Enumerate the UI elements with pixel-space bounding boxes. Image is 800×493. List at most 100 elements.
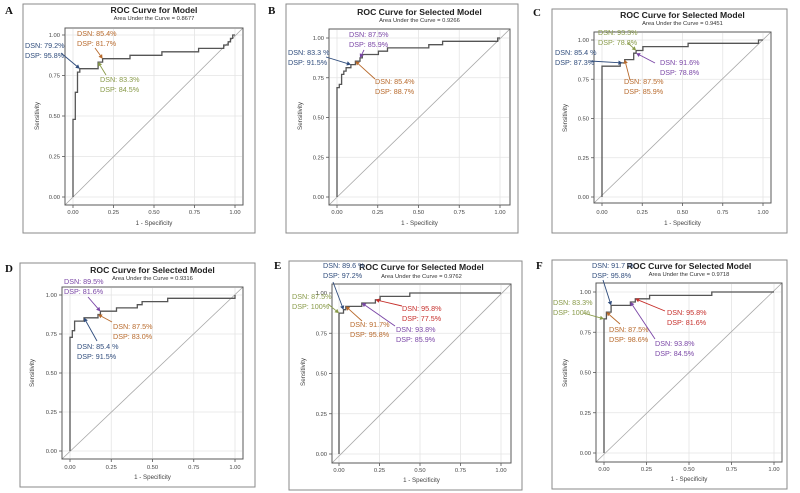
x-tick-label: 0.25 xyxy=(641,467,652,473)
cutpoint-annotation: DSN: 83.3%DSP: 100% xyxy=(553,298,604,320)
cutpoint-annotation: DSN: 91.7%DSP: 95.8% xyxy=(345,306,390,339)
cutpoint-arrowhead-icon xyxy=(375,298,380,303)
cutpoint-dsp-label: DSP: 87.3% xyxy=(555,58,595,67)
y-tick-label: 0.75 xyxy=(46,332,57,338)
cutpoint-dsn-label: DSN: 91.7% xyxy=(350,320,390,329)
cutpoint-annotation: DSN: 83.3 %DSP: 91.5% xyxy=(288,48,351,67)
y-tick-label: 0.25 xyxy=(316,412,327,418)
diagonal-reference-line xyxy=(331,283,512,464)
cutpoint-annotation: DSN: 95.8%DSP: 77.5% xyxy=(375,298,442,323)
cutpoint-dsp-label: DSP: 85.9% xyxy=(349,40,389,49)
cutpoint-annotation: DSN: 83.3%DSP: 84.5% xyxy=(98,62,140,94)
cutpoint-arrowhead-icon xyxy=(606,312,611,317)
chart-title: ROC Curve for Selected Model xyxy=(359,262,484,272)
y-tick-label: 1.00 xyxy=(313,36,324,42)
x-tick-label: 0.00 xyxy=(64,465,75,471)
x-axis-label: 1 - Specificity xyxy=(664,220,702,227)
x-axis-label: 1 - Specificity xyxy=(401,220,439,227)
cutpoint-dsn-label: DSN: 83.3 % xyxy=(288,48,330,57)
cutpoint-annotation: DSN: 93.8%DSP: 85.9% xyxy=(361,303,436,344)
cutpoint-dsn-label: DSN: 87.5% xyxy=(609,325,649,334)
cutpoint-dsn-label: DSN: 83.3% xyxy=(553,298,593,307)
diagonal-reference-line xyxy=(328,28,511,206)
y-axis-label: Sensitivity xyxy=(34,101,41,130)
cutpoint-arrowhead-icon xyxy=(635,298,640,303)
x-tick-label: 0.75 xyxy=(189,210,200,216)
y-tick-label: 1.00 xyxy=(46,293,57,299)
cutpoint-arrowhead-icon xyxy=(98,62,103,67)
cutpoint-arrow-shaft xyxy=(101,315,113,323)
x-axis-label: 1 - Specificity xyxy=(671,476,709,483)
cutpoint-dsp-label: DSP: 77.5% xyxy=(402,314,442,323)
plot-border xyxy=(328,28,511,206)
cutpoint-annotation: DSN: 93.8%DSP: 84.5% xyxy=(630,302,695,358)
y-tick-label: 0.25 xyxy=(46,410,57,416)
y-tick-label: 0.75 xyxy=(580,330,591,336)
y-tick-label: 0.00 xyxy=(46,449,57,455)
x-tick-label: 0.00 xyxy=(596,210,607,216)
y-axis-label: Sensitivity xyxy=(297,101,304,130)
cutpoint-dsn-label: DSN: 95.8% xyxy=(667,308,707,317)
cutpoint-dsp-label: DSP: 95.8% xyxy=(592,271,632,280)
cutpoint-annotation: DSN: 91.6%DSP: 78.8% xyxy=(636,53,700,77)
cutpoint-arrowhead-icon xyxy=(98,314,103,319)
y-tick-label: 0.75 xyxy=(316,331,327,337)
x-tick-label: 0.25 xyxy=(372,210,383,216)
y-tick-label: 0.50 xyxy=(316,372,327,378)
x-tick-label: 0.50 xyxy=(683,467,694,473)
x-tick-label: 0.50 xyxy=(413,210,424,216)
cutpoint-arrow-shaft xyxy=(364,304,396,327)
chart-subtitle: Area Under the Curve = 0.8677 xyxy=(114,16,195,22)
y-tick-label: 0.25 xyxy=(313,155,324,161)
cutpoint-arrowhead-icon xyxy=(98,54,103,59)
plot-border xyxy=(64,27,244,206)
y-tick-label: 0.50 xyxy=(580,371,591,377)
cutpoint-dsp-label: DSP: 100% xyxy=(553,308,591,317)
cutpoint-dsp-label: DSP: 85.9% xyxy=(396,335,436,344)
x-tick-label: 0.00 xyxy=(331,210,342,216)
y-tick-label: 0.25 xyxy=(580,411,591,417)
x-tick-label: 0.00 xyxy=(598,467,609,473)
y-tick-label: 0.00 xyxy=(49,195,60,201)
y-axis-label: Sensitivity xyxy=(300,357,307,386)
panel-e: E ROC Curve for Selected Model Area Under … xyxy=(274,260,523,491)
panel-letter: C xyxy=(533,7,541,19)
cutpoint-arrowhead-icon xyxy=(340,305,345,310)
cutpoint-arrow-shaft xyxy=(638,299,666,312)
cutpoint-arrowhead-icon xyxy=(607,300,612,306)
cutpoint-arrow-shaft xyxy=(99,65,107,76)
cutpoint-arrowhead-icon xyxy=(346,61,351,66)
cutpoint-arrowhead-icon xyxy=(75,64,80,69)
diagonal-reference-line xyxy=(595,282,783,463)
cutpoint-arrow-shaft xyxy=(358,63,376,80)
cutpoint-arrowhead-icon xyxy=(361,303,367,308)
x-tick-label: 1.00 xyxy=(229,465,240,471)
x-tick-label: 0.50 xyxy=(148,210,159,216)
cutpoint-arrow-shaft xyxy=(632,305,656,340)
y-tick-label: 0.75 xyxy=(313,76,324,82)
x-tick-label: 0.75 xyxy=(188,465,199,471)
chart-title: ROC Curve for Model xyxy=(111,5,198,15)
y-tick-label: 0.75 xyxy=(578,77,589,83)
cutpoint-annotation: DSN: 87.5%DSP: 85.9% xyxy=(623,59,664,96)
cutpoint-dsn-label: DSN: 95.8% xyxy=(402,304,442,313)
cutpoint-annotation: DSN: 87.5%DSP: 98.6% xyxy=(606,312,649,344)
cutpoint-dsp-label: DSP: 91.5% xyxy=(288,58,328,67)
y-tick-label: 0.50 xyxy=(49,114,60,120)
cutpoint-dsn-label: DSN: 87.5% xyxy=(349,30,389,39)
y-tick-label: 0.50 xyxy=(313,116,324,122)
cutpoint-arrow-shaft xyxy=(327,303,337,311)
cutpoint-annotation: DSN: 87.5%DSP: 100% xyxy=(292,292,339,314)
x-tick-label: 1.00 xyxy=(495,468,506,474)
x-axis-label: 1 - Specificity xyxy=(403,477,441,484)
cutpoint-dsn-label: DSN: 93.8% xyxy=(396,325,436,334)
cutpoint-dsp-label: DSP: 91.5% xyxy=(77,352,117,361)
y-tick-label: 0.00 xyxy=(580,451,591,457)
y-axis-label: Sensitivity xyxy=(562,103,569,132)
cutpoint-arrowhead-icon xyxy=(599,315,604,320)
x-tick-label: 1.00 xyxy=(229,210,240,216)
plot-border xyxy=(61,286,244,460)
panel-letter: B xyxy=(268,5,276,17)
cutpoint-annotation: DSN: 85.4%DSP: 88.7% xyxy=(355,61,415,96)
